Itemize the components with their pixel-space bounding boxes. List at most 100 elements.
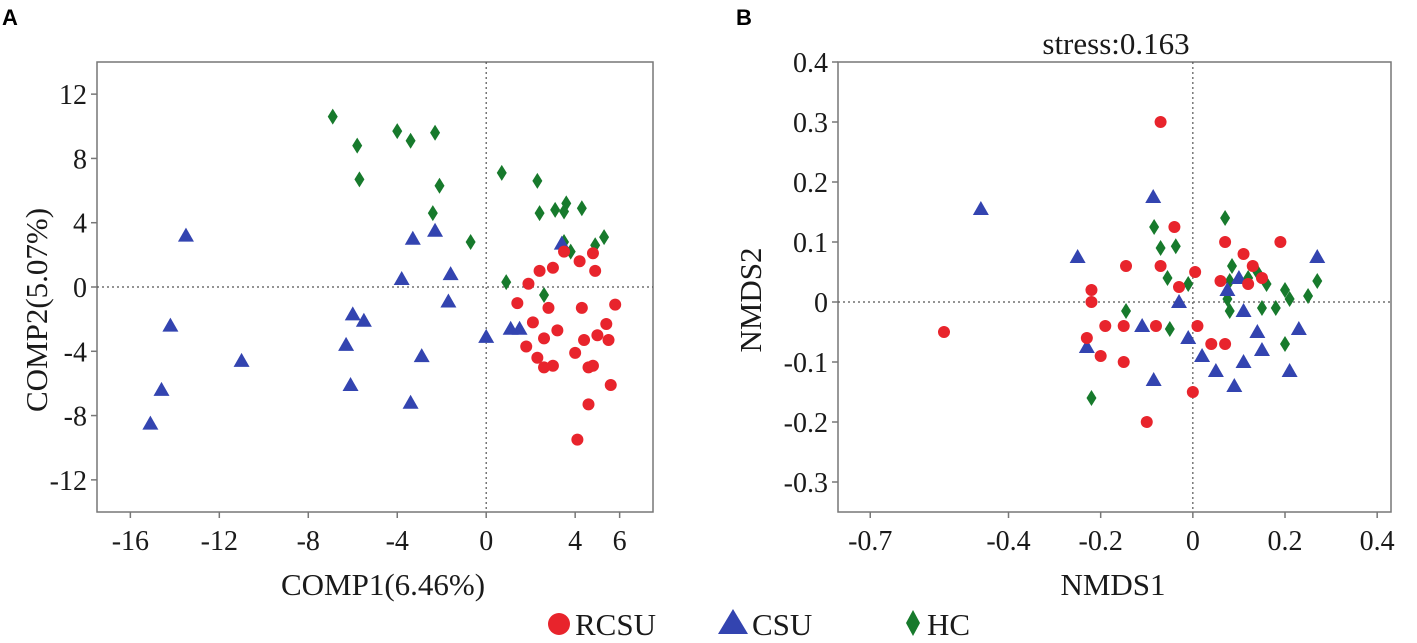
panel-a-hc-point [496, 164, 507, 181]
panel-a-csu-point [142, 415, 159, 430]
panel-a-csu-point [177, 227, 194, 242]
panel-a-rcsu-point [511, 297, 524, 310]
panel-b-y-tick-label: -0.1 [784, 348, 828, 379]
panel-b-rcsu-point [1205, 338, 1218, 350]
panel-b-rcsu-point [1274, 236, 1287, 248]
panel-b-rcsu-point [1219, 236, 1232, 248]
panel-a-rcsu-point [600, 317, 613, 330]
panel-b-y-tick-label: 0.1 [793, 228, 828, 259]
panel-a-hc-point [392, 123, 403, 140]
legend: RCSU CSU HC [548, 607, 970, 642]
panel-b-rcsu-point [1085, 296, 1098, 308]
panel-b-hc-point [1312, 273, 1323, 289]
panel-b-csu-point [1078, 339, 1095, 353]
panel-b-x-tick-label: 0.2 [1268, 526, 1303, 557]
panel-b-y-tick-label: -0.3 [784, 468, 828, 499]
panel-b-csu-point [1253, 342, 1270, 356]
panel-a-y-tick-label: 8 [73, 144, 87, 175]
panel-a-hc-point [599, 229, 610, 246]
panel-a-csu-point [404, 230, 421, 245]
panel-a-rcsu-point [589, 264, 602, 277]
panel-a-hc-point [532, 172, 543, 189]
panel-a-rcsu-point [546, 359, 559, 372]
panel-b-csu-point [1235, 354, 1252, 368]
panel-a-csu-point [442, 266, 459, 281]
panel-b-y-tick-label: -0.2 [784, 408, 828, 439]
panel-b-hc-point [1280, 282, 1291, 298]
panel-a-y-tick-label: -8 [64, 402, 87, 433]
panel-a-rcsu-point [575, 301, 588, 314]
panel-b-hc-point [1162, 270, 1173, 286]
panel-a-x-tick-label: -8 [297, 526, 320, 557]
panel-a-rcsu-point [522, 277, 535, 290]
panel-a-hc-point [430, 124, 441, 141]
panel-a-hc-point [354, 171, 365, 188]
panel-a-series-hc [327, 108, 610, 304]
panel-a-rcsu-point [520, 340, 533, 353]
panel-b-rcsu-point [1154, 116, 1167, 128]
panel-a-rcsu-point [558, 245, 571, 258]
panel-b-series-rcsu [937, 116, 1287, 428]
panel-a-rcsu-point [542, 301, 555, 314]
panel-b-rcsu-point [1219, 338, 1232, 350]
panel-a-csu-point [153, 381, 170, 396]
panel-a-rcsu-point [533, 264, 546, 277]
panel-b-y-axis-label: NMDS2 [733, 247, 768, 352]
panel-a-csu-point [355, 312, 372, 327]
panel-a-hc-point [434, 177, 445, 194]
panel-b-letter: B [736, 5, 752, 30]
legend-hc-marker [906, 610, 920, 636]
panel-a-x-tick-label: -12 [201, 526, 238, 557]
panel-b-hc-point [1280, 336, 1291, 352]
panel-a-csu-point [427, 222, 444, 237]
legend-rcsu-label: RCSU [575, 607, 656, 642]
panel-a-csu-point [393, 270, 410, 285]
panel-b-rcsu-point [1173, 281, 1186, 293]
panel-b-y-tick-label: 0 [814, 288, 828, 319]
panel-a-rcsu-point [573, 255, 586, 268]
panel-a-rcsu-point [604, 379, 617, 392]
panel-a-rcsu-point [531, 351, 544, 364]
panel-b-hc-point [1220, 210, 1231, 226]
panel-a-y-tick-label: -12 [50, 466, 87, 497]
panel-a-hc-point [534, 205, 545, 222]
panel-b-rcsu-point [1117, 320, 1130, 332]
panel-a-x-tick-label: 6 [613, 526, 627, 557]
panel-a-rcsu-point [546, 261, 559, 274]
panel-a-csu-point [338, 336, 355, 351]
panel-b-rcsu-point [937, 326, 950, 338]
panel-b-csu-point [1207, 363, 1224, 377]
panel-a-rcsu-point [582, 398, 595, 411]
panel-b-csu-point [1069, 249, 1086, 263]
panel-b-hc-point [1164, 321, 1175, 337]
panel-b-rcsu-point [1168, 221, 1181, 233]
panel-a-rcsu-point [586, 247, 599, 260]
panel-a-csu-point [233, 352, 250, 367]
panel-b-rcsu-point [1080, 332, 1093, 344]
panel-a-x-axis-label: COMP1(6.46%) [281, 567, 485, 602]
panel-b-hc-point [1256, 300, 1267, 316]
panel-a-hc-point [405, 132, 416, 149]
panel-a-csu-point [511, 320, 528, 335]
panel-b-x-tick-label: 0 [1186, 526, 1200, 557]
panel-b-hc-point [1183, 276, 1194, 292]
panel-b-hc-point [1155, 240, 1166, 256]
panel-b-rcsu-point [1154, 260, 1167, 272]
panel-b-y-tick-label: 0.3 [793, 108, 828, 139]
legend-csu-marker [718, 609, 748, 634]
panel-b-rcsu-point [1117, 356, 1130, 368]
panel-a-rcsu-point [571, 433, 584, 446]
panel-a-rcsu-point [526, 316, 539, 329]
panel-a-rcsu-point [609, 298, 622, 311]
panel-b-rcsu-point [1140, 416, 1153, 428]
panel-b-rcsu-point [1099, 320, 1112, 332]
legend-rcsu-marker [548, 613, 570, 635]
panel-b-hc-point [1170, 238, 1181, 255]
panel-a-csu-point [478, 328, 495, 343]
panel-b-hc-point [1121, 303, 1132, 319]
panel-a-csu-point [342, 377, 359, 392]
panel-b-rcsu-point [1085, 284, 1098, 296]
panel-b-series-csu [972, 189, 1326, 392]
panel-b-hc-point [1149, 219, 1160, 235]
